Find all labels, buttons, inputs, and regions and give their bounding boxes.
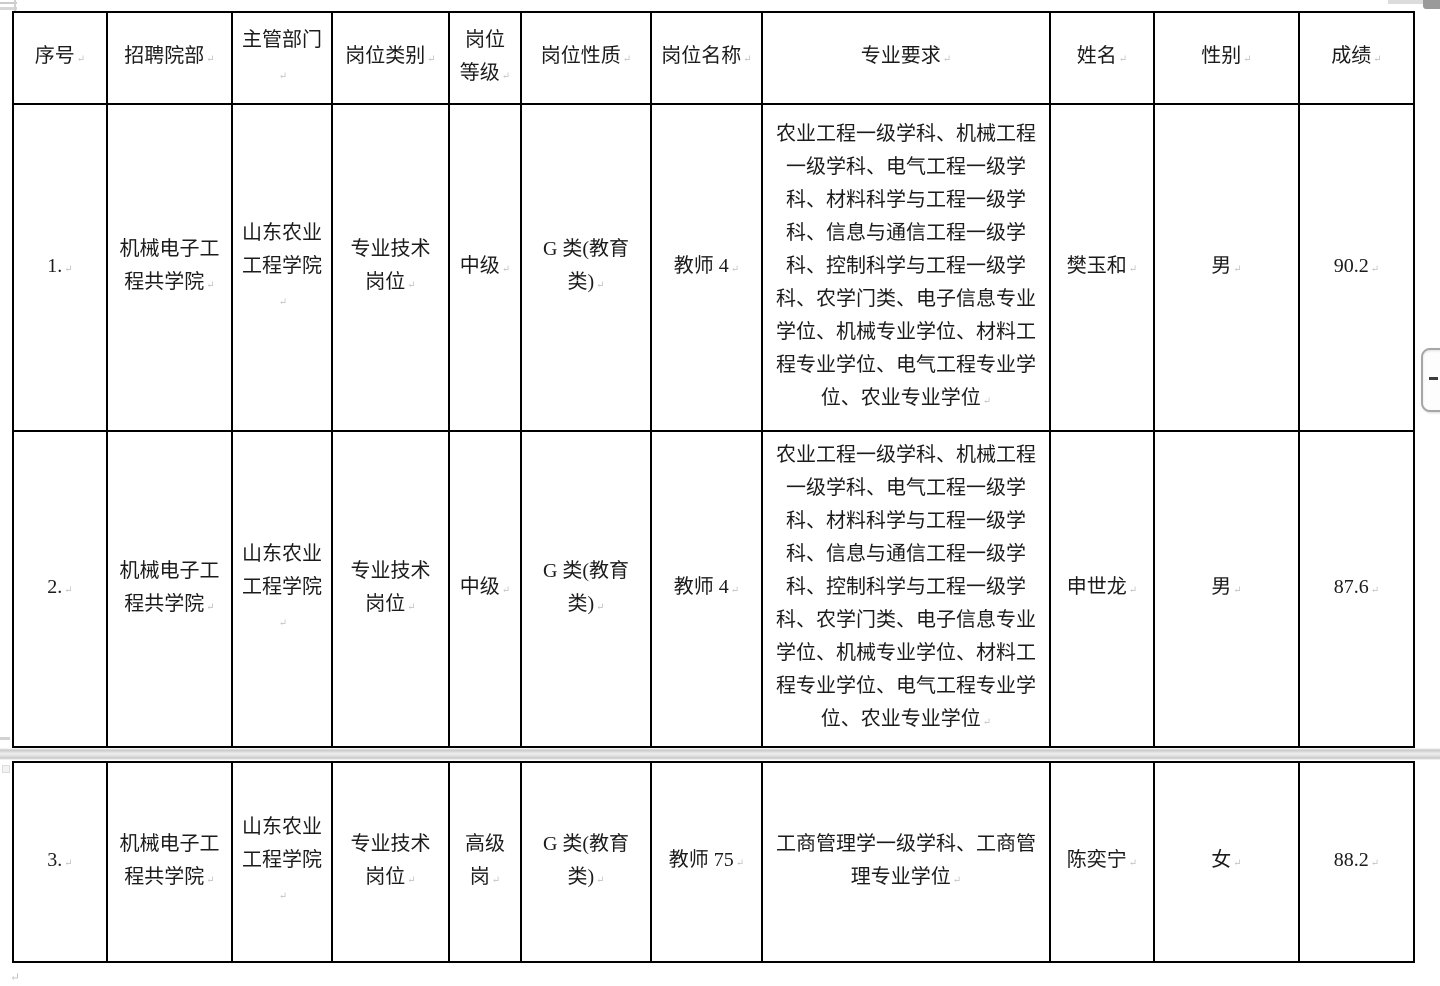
cell-category: 专业技术岗位	[331, 430, 450, 748]
page-break-band	[0, 748, 1440, 760]
table-anchor-mark-2	[2, 765, 10, 773]
cell-supervisor: 山东农业工程学院	[231, 761, 333, 963]
cell-gender: 女	[1153, 761, 1300, 963]
cell-requirements: 农业工程一级学科、机械工程一级学科、电气工程一级学科、材料科学与工程一级学科、信…	[761, 430, 1051, 748]
cell-gender: 男	[1153, 103, 1300, 432]
cell-name: 樊玉和	[1049, 103, 1155, 432]
table-row-3: 3. 机械电子工程共学院 山东农业工程学院 专业技术岗位 高级岗 G 类(教育类…	[12, 761, 1415, 963]
table-row-1: 1. 机械电子工程共学院 山东农业工程学院 专业技术岗位 中级 G 类(教育类)…	[12, 103, 1415, 432]
header-title: 岗位名称	[650, 11, 763, 105]
cell-serial: 1.	[12, 103, 108, 432]
cell-nature: G 类(教育类)	[520, 103, 652, 432]
cell-department: 机械电子工程共学院	[106, 103, 233, 432]
scroll-handle-dash-icon	[1429, 377, 1438, 380]
header-level: 岗位等级	[448, 11, 522, 105]
cell-serial: 3.	[12, 761, 108, 963]
header-department: 招聘院部	[106, 11, 233, 105]
cell-department: 机械电子工程共学院	[106, 761, 233, 963]
header-score: 成绩	[1298, 11, 1415, 105]
scroll-handle-pill[interactable]	[1421, 348, 1440, 412]
cell-score: 90.2	[1298, 103, 1415, 432]
cell-name: 申世龙	[1049, 430, 1155, 748]
cell-score: 88.2	[1298, 761, 1415, 963]
cell-level: 中级	[448, 103, 522, 432]
scrollbar-top-strip	[1388, 0, 1440, 4]
cell-supervisor: 山东农业工程学院	[231, 103, 333, 432]
cell-gender: 男	[1153, 430, 1300, 748]
cell-requirements: 农业工程一级学科、机械工程一级学科、电气工程一级学科、材料科学与工程一级学科、信…	[761, 103, 1051, 432]
cell-title: 教师 4	[650, 103, 763, 432]
cell-score: 87.6	[1298, 430, 1415, 748]
cell-nature: G 类(教育类)	[520, 430, 652, 748]
cell-category: 专业技术岗位	[331, 761, 450, 963]
cell-level: 中级	[448, 430, 522, 748]
cell-name: 陈奕宁	[1049, 761, 1155, 963]
ruler-fragment-top-left	[0, 2, 17, 4]
cell-level: 高级岗	[448, 761, 522, 963]
header-name: 姓名	[1049, 11, 1155, 105]
header-serial: 序号	[12, 11, 108, 105]
cell-supervisor: 山东农业工程学院	[231, 430, 333, 748]
cell-nature: G 类(教育类)	[520, 761, 652, 963]
ruler-fragment-top-left-2	[0, 7, 17, 10]
table-header-row: 序号 招聘院部 主管部门 岗位类别 岗位等级 岗位性质 岗位名称 专业要求 姓名…	[12, 11, 1415, 105]
scrollbar-top-cap[interactable]	[1423, 0, 1440, 9]
header-supervisor: 主管部门	[231, 11, 333, 105]
recruitment-results-table-upper: 序号 招聘院部 主管部门 岗位类别 岗位等级 岗位性质 岗位名称 专业要求 姓名…	[12, 11, 1415, 748]
table-row-2: 2. 机械电子工程共学院 山东农业工程学院 专业技术岗位 中级 G 类(教育类)…	[12, 430, 1415, 748]
table-anchor-mark	[0, 737, 10, 740]
ruler-tick	[14, 0, 16, 12]
header-category: 岗位类别	[331, 11, 450, 105]
cell-title: 教师 4	[650, 430, 763, 748]
header-requirements: 专业要求	[761, 11, 1051, 105]
cell-title: 教师 75	[650, 761, 763, 963]
recruitment-results-table-lower: 3. 机械电子工程共学院 山东农业工程学院 专业技术岗位 高级岗 G 类(教育类…	[12, 761, 1415, 963]
paragraph-mark-icon: ↵	[10, 970, 21, 984]
cell-department: 机械电子工程共学院	[106, 430, 233, 748]
cell-requirements: 工商管理学一级学科、工商管理专业学位	[761, 761, 1051, 963]
header-gender: 性别	[1153, 11, 1300, 105]
cell-serial: 2.	[12, 430, 108, 748]
header-nature: 岗位性质	[520, 11, 652, 105]
cell-category: 专业技术岗位	[331, 103, 450, 432]
